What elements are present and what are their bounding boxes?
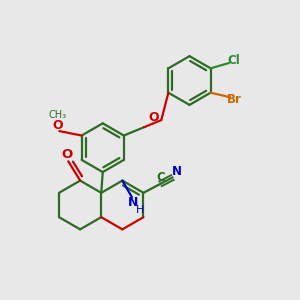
Text: C: C xyxy=(156,171,165,184)
Text: O: O xyxy=(148,111,159,124)
Text: Br: Br xyxy=(227,93,242,106)
Text: Cl: Cl xyxy=(227,54,240,67)
Text: H: H xyxy=(136,205,145,215)
Text: O: O xyxy=(52,119,63,132)
Text: O: O xyxy=(61,148,72,161)
Text: N: N xyxy=(172,164,182,178)
Text: CH₃: CH₃ xyxy=(49,110,67,120)
Text: N: N xyxy=(128,196,139,209)
